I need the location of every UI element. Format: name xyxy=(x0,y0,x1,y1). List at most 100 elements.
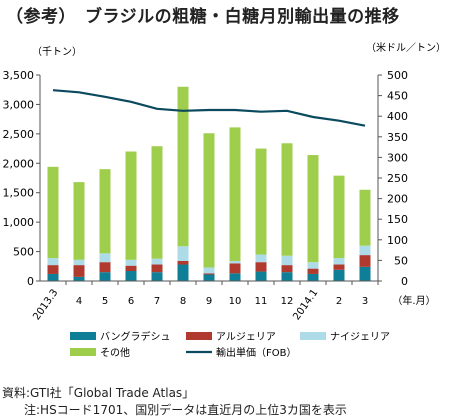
bar-1 xyxy=(281,272,293,281)
bar-4 xyxy=(73,182,85,260)
x-tick-label: 2013.3 xyxy=(31,287,60,322)
y-tick-left-label: 2,500 xyxy=(3,128,35,141)
x-tick-label: 10 xyxy=(229,296,242,307)
x-tick-label: 2014.1 xyxy=(291,287,320,322)
bar-1 xyxy=(125,270,137,281)
bar-2 xyxy=(125,265,137,271)
bar-1 xyxy=(229,273,241,281)
bar-3 xyxy=(73,259,85,266)
y-tick-right-label: 400 xyxy=(387,110,408,123)
bar-2 xyxy=(359,255,371,267)
bar-2 xyxy=(307,268,319,274)
bar-1 xyxy=(99,272,111,281)
y-tick-right-label: 500 xyxy=(387,69,408,82)
x-tick-label: 9 xyxy=(206,296,212,307)
y-tick-left-label: 0 xyxy=(27,275,34,288)
bar-2 xyxy=(281,265,293,273)
bar-2 xyxy=(47,265,59,274)
bar-3 xyxy=(99,253,111,263)
bar-4 xyxy=(255,148,267,255)
bar-3 xyxy=(203,267,215,274)
chart-svg: （千トン） （米ドル／トン）05001,0001,5002,0002,5003,0… xyxy=(3,41,447,359)
bar-3 xyxy=(229,260,241,264)
x-tick-label: 6 xyxy=(128,296,134,307)
x-tick-label: 2 xyxy=(336,296,342,307)
y-tick-right-label: 0 xyxy=(401,275,408,288)
bar-3 xyxy=(47,258,59,266)
bar-3 xyxy=(177,246,189,261)
bar-4 xyxy=(307,155,319,263)
x-tick-label: 5 xyxy=(102,296,108,307)
bar-2 xyxy=(203,273,215,275)
bar-2 xyxy=(255,262,267,272)
legend-label-line: 輸出単価（FOB） xyxy=(216,346,296,359)
legend-label-3: ナイジェリア xyxy=(330,331,390,343)
bar-1 xyxy=(333,269,345,281)
bar-1 xyxy=(47,273,59,281)
bar-4 xyxy=(47,166,59,259)
bar-3 xyxy=(281,255,293,266)
x-tick-label: 8 xyxy=(180,296,186,307)
y-tick-right-label: 50 xyxy=(394,254,408,267)
y-tick-right-label: 150 xyxy=(387,213,408,226)
chart-title: （参考） ブラジルの粗糖・白糖月別輸出量の推移 xyxy=(6,7,400,27)
legend-label-2: アルジェリア xyxy=(216,332,276,343)
bar-1 xyxy=(73,276,85,281)
bar-1 xyxy=(151,272,163,281)
legend-swatch-1 xyxy=(70,332,96,340)
y-tick-left-label: 500 xyxy=(13,246,34,259)
legend-swatch-3 xyxy=(300,332,326,340)
y-tick-right-label: 250 xyxy=(387,172,408,185)
y-tick-left-label: 1,500 xyxy=(3,187,35,200)
bar-2 xyxy=(177,260,189,265)
bar-4 xyxy=(359,189,371,246)
bar-4 xyxy=(99,169,111,254)
legend-swatch-4 xyxy=(70,348,96,356)
y-tick-left-label: 2,000 xyxy=(3,157,35,170)
bar-4 xyxy=(281,143,293,256)
legend-label-1: バングラデシュ xyxy=(100,330,171,343)
bar-4 xyxy=(125,151,137,260)
bar-2 xyxy=(73,265,85,277)
bar-4 xyxy=(151,146,163,259)
bar-3 xyxy=(333,258,345,265)
y-axis-left-unit: （千トン） xyxy=(32,46,82,58)
bar-1 xyxy=(203,274,215,281)
y-tick-right-label: 200 xyxy=(387,193,408,206)
footnote: 注:HSコード1701、国別データは直近月の上位3カ国を表示 xyxy=(24,403,347,417)
bar-3 xyxy=(255,254,267,263)
bar-4 xyxy=(229,127,241,261)
x-tick-label: 7 xyxy=(154,296,160,307)
bar-2 xyxy=(99,262,111,273)
bar-2 xyxy=(333,264,345,270)
y-tick-right-label: 350 xyxy=(387,131,408,144)
x-tick-label: 3 xyxy=(362,296,368,307)
y-tick-right-label: 450 xyxy=(387,90,408,103)
bar-4 xyxy=(333,175,345,259)
bar-4 xyxy=(177,86,189,247)
bar-1 xyxy=(307,273,319,281)
bar-3 xyxy=(151,258,163,265)
x-tick-label: 4 xyxy=(76,296,82,307)
x-tick-label: 12 xyxy=(281,296,294,307)
x-tick-label: 11 xyxy=(255,296,268,307)
y-tick-right-label: 100 xyxy=(387,234,408,247)
bar-3 xyxy=(125,259,137,266)
bar-2 xyxy=(229,263,241,274)
y-axis-right-unit: （米ドル／トン） xyxy=(366,41,446,54)
line-unit-price xyxy=(52,89,366,127)
bar-1 xyxy=(359,266,371,281)
bar-1 xyxy=(255,271,267,281)
y-tick-left-label: 3,500 xyxy=(3,69,35,82)
bar-3 xyxy=(307,262,319,269)
legend-label-4: その他 xyxy=(100,346,130,359)
bar-3 xyxy=(359,245,371,256)
x-axis-unit: （年.月） xyxy=(392,294,435,307)
legend-swatch-2 xyxy=(186,332,212,340)
bar-1 xyxy=(177,264,189,281)
bar-4 xyxy=(203,133,215,268)
y-tick-left-label: 3,000 xyxy=(3,98,35,111)
y-tick-left-label: 1,000 xyxy=(3,216,35,229)
bar-2 xyxy=(151,264,163,273)
